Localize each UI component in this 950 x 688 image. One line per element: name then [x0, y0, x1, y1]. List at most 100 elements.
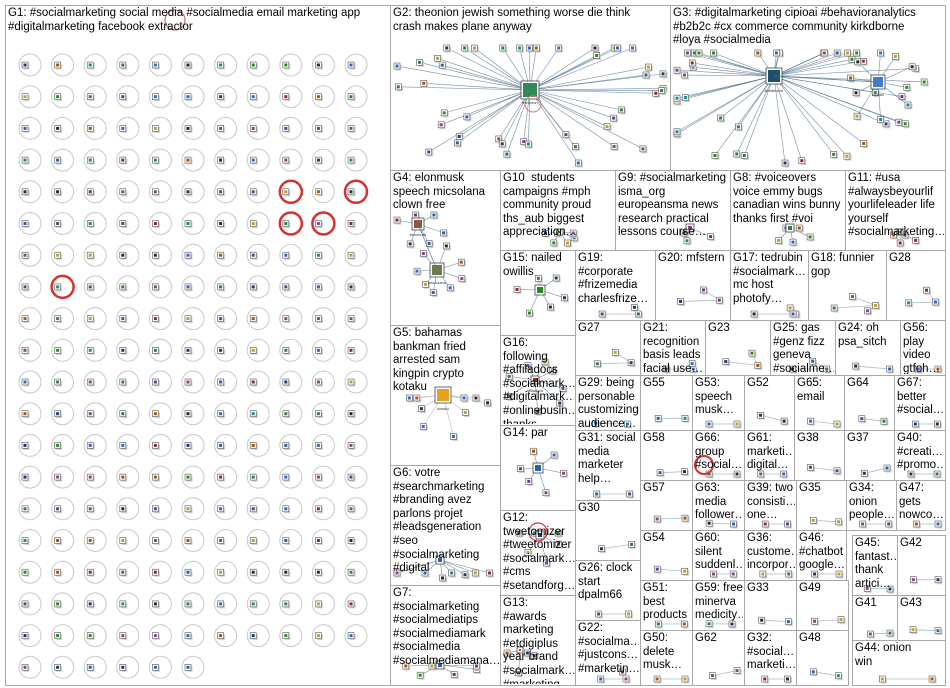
edge-line [773, 75, 906, 125]
group-label-g66: G66: group #social… [695, 432, 743, 472]
vertex-icon [597, 675, 606, 684]
self-loop [148, 85, 172, 109]
vertex-icon [347, 93, 356, 102]
group-label-g44: G44: onion win [855, 642, 912, 668]
self-loop [311, 338, 335, 362]
self-loop [18, 402, 42, 426]
group-label-g33: G33 [747, 582, 769, 594]
group-label-g2: G2: theonion jewish something worse die … [393, 7, 631, 33]
edge-line [398, 86, 531, 91]
group-label-g29: G29: being personable customizing audien… [578, 377, 639, 429]
vertex-icon [903, 84, 912, 92]
vertex-icon [554, 529, 563, 538]
vertex-icon [119, 156, 128, 165]
group-label-g18: G18: funnier gop [811, 252, 875, 278]
vertex-icon [534, 407, 543, 416]
self-loop [83, 307, 107, 331]
self-loop [83, 624, 107, 648]
vertex-icon [733, 420, 742, 429]
self-loop [51, 592, 75, 616]
vertex-icon [249, 537, 258, 545]
vertex-icon [119, 600, 128, 609]
vertex-icon [119, 188, 128, 197]
vertex-icon [54, 378, 63, 387]
vertex-icon [152, 632, 160, 641]
vertex-icon [625, 610, 634, 619]
group-label-g4: G4: elonmusk speech micsolana clown free [393, 172, 486, 212]
vertex-icon [895, 118, 904, 127]
self-loop [344, 465, 368, 489]
vertex-icon [347, 61, 356, 70]
group-label-g46: G46: #chatbot google… [799, 532, 845, 572]
self-loop [148, 624, 172, 648]
vertex-icon [402, 662, 411, 671]
edge-line [736, 75, 775, 155]
vertex-icon [461, 571, 470, 580]
vertex-icon [525, 140, 533, 149]
self-loop [18, 85, 42, 109]
vertex-icon [495, 135, 504, 144]
vertex-icon [735, 123, 743, 132]
vertex-icon [680, 620, 689, 629]
vertex-icon [879, 675, 887, 684]
self-loop [344, 307, 368, 331]
vertex-icon [681, 415, 690, 423]
vertex-icon [119, 378, 128, 387]
vertex-icon [908, 63, 917, 72]
vertex-icon [21, 251, 30, 260]
vertex-icon [315, 568, 323, 577]
vertex-icon [54, 156, 63, 165]
vertex-icon [152, 378, 160, 387]
group-label-g52: G52 [747, 377, 769, 389]
vertex-icon [784, 675, 792, 684]
self-loop [311, 148, 335, 172]
vertex-icon [152, 61, 160, 70]
vertex-icon [909, 626, 918, 635]
vertex-icon [249, 568, 258, 577]
vertex-icon [21, 568, 30, 577]
vertex-icon [575, 159, 583, 168]
vertex-icon [249, 220, 258, 228]
vertex-icon [809, 517, 818, 525]
vertex-icon [653, 675, 662, 684]
edge-line [396, 65, 531, 91]
edge-line [676, 75, 775, 99]
vertex-icon [524, 649, 532, 658]
self-loop [116, 370, 140, 394]
edge-line [720, 75, 775, 119]
vertex-icon [282, 346, 291, 355]
self-loop [344, 275, 368, 299]
vertex-icon [86, 600, 95, 609]
vertex-icon [315, 61, 323, 70]
self-loop [148, 116, 172, 140]
vertex-icon [152, 251, 160, 260]
edge-line [773, 52, 857, 77]
vertex-icon [759, 570, 768, 579]
vertex-icon [217, 61, 226, 70]
vertex-icon [152, 346, 160, 355]
self-loop [214, 116, 238, 140]
vertex-icon [86, 505, 95, 514]
vertex-icon [594, 360, 602, 369]
vertex-icon [598, 310, 607, 319]
vertex-icon [505, 392, 514, 401]
edge-line [529, 47, 618, 91]
self-loop-highlight [343, 179, 369, 205]
vertex-icon [119, 315, 128, 324]
vertex-icon [592, 419, 601, 428]
hub-vertex [532, 462, 544, 474]
self-loop [51, 655, 75, 679]
vertex-icon [705, 519, 714, 528]
self-loop [246, 433, 270, 457]
vertex-icon [552, 274, 561, 283]
vertex-icon [928, 675, 937, 684]
vertex-icon [249, 632, 258, 641]
edge-line [714, 75, 775, 156]
vertex-icon [673, 94, 682, 103]
vertex-icon [86, 378, 95, 387]
vertex-icon [541, 358, 550, 367]
self-loop [214, 85, 238, 109]
hub-vertex [435, 555, 445, 565]
group-label-g57: G57 [643, 482, 665, 494]
vertex-icon [785, 618, 793, 627]
